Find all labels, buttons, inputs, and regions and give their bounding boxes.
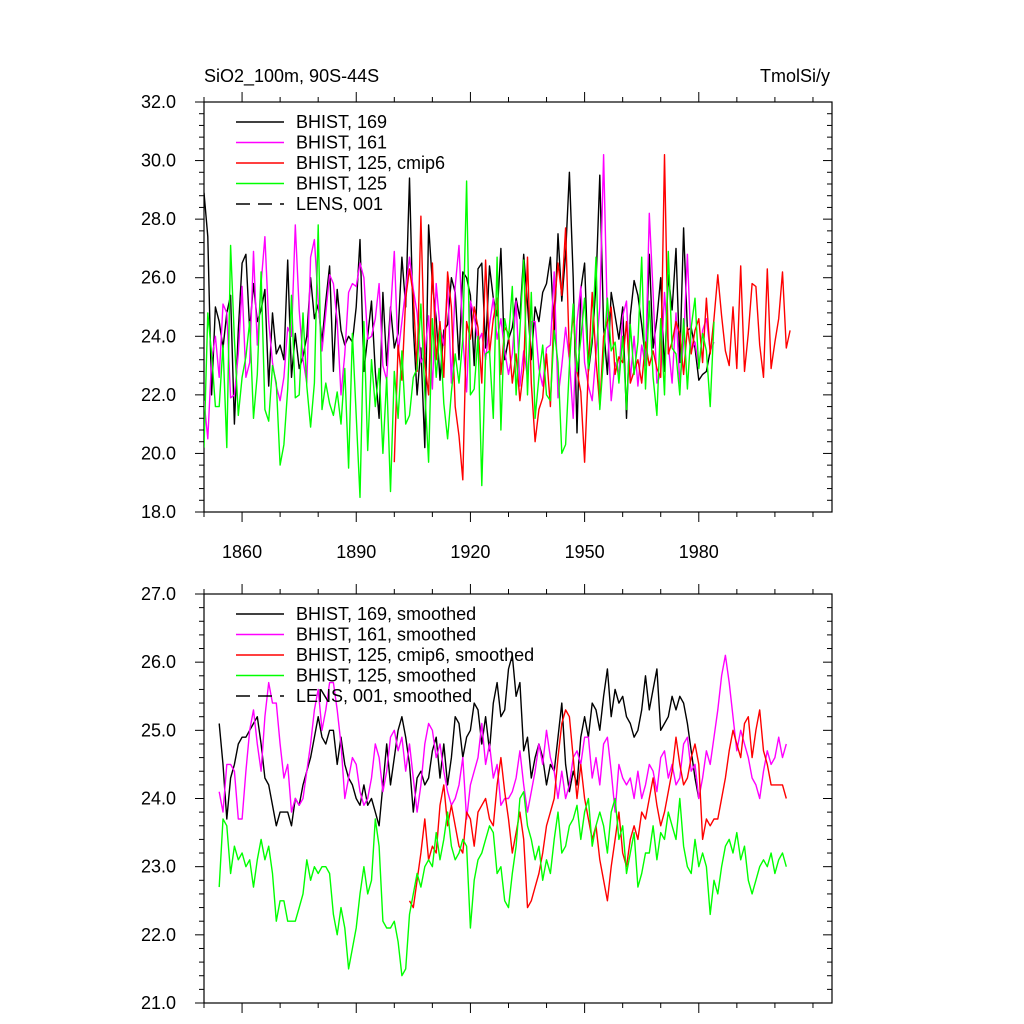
figure-title: SiO2_100m, 90S-44S <box>204 66 379 87</box>
legend-label: LENS, 001, smoothed <box>296 686 472 706</box>
legend-label: BHIST, 169 <box>296 112 387 132</box>
figure-units: TmolSi/y <box>760 66 830 86</box>
legend-label: BHIST, 125, cmip6, smoothed <box>296 645 534 665</box>
y-tick-label: 25.0 <box>141 720 176 740</box>
legend-label: LENS, 001 <box>296 194 383 214</box>
y-tick-label: 30.0 <box>141 151 176 171</box>
y-tick-label: 32.0 <box>141 92 176 112</box>
y-tick-label: 24.0 <box>141 326 176 346</box>
series-line-1 <box>218 654 787 820</box>
y-tick-label: 26.0 <box>141 268 176 288</box>
legend-label: BHIST, 161 <box>296 133 387 153</box>
x-tick-label: 1980 <box>679 542 719 562</box>
y-tick-label: 18.0 <box>141 502 176 522</box>
series-line-3 <box>218 791 787 977</box>
legend-label: BHIST, 125, cmip6 <box>296 153 445 173</box>
y-tick-label: 23.0 <box>141 857 176 877</box>
y-tick-label: 21.0 <box>141 993 176 1013</box>
x-tick-label: 1920 <box>450 542 490 562</box>
y-tick-label: 20.0 <box>141 443 176 463</box>
y-tick-label: 27.0 <box>141 584 176 604</box>
y-tick-label: 24.0 <box>141 789 176 809</box>
bottom-panel: 21.0 22.0 23.0 24.0 25.0 26.0 27.0 BHIST, 169, … <box>141 584 833 1013</box>
y-tick-label: 22.0 <box>141 385 176 405</box>
series-line-2 <box>393 153 791 481</box>
x-tick-label: 1860 <box>222 542 262 562</box>
legend-label: BHIST, 169, smoothed <box>296 604 476 624</box>
y-tick-label: 22.0 <box>141 925 176 945</box>
top-panel: 18.0 20.0 22.0 24.0 26.0 28.0 30.0 32.0 1860 1890… <box>141 92 833 562</box>
x-tick-label: 1950 <box>565 542 605 562</box>
series-line-0 <box>204 171 711 449</box>
series-line-2 <box>408 709 787 909</box>
y-tick-label: 26.0 <box>141 652 176 672</box>
legend-label: BHIST, 161, smoothed <box>296 625 476 645</box>
legend-label: BHIST, 125 <box>296 174 387 194</box>
plot-frame <box>203 101 833 513</box>
legend-label: BHIST, 125, smoothed <box>296 666 476 686</box>
x-tick-label: 1890 <box>336 542 376 562</box>
series-line-3 <box>204 180 715 499</box>
y-tick-label: 28.0 <box>141 209 176 229</box>
